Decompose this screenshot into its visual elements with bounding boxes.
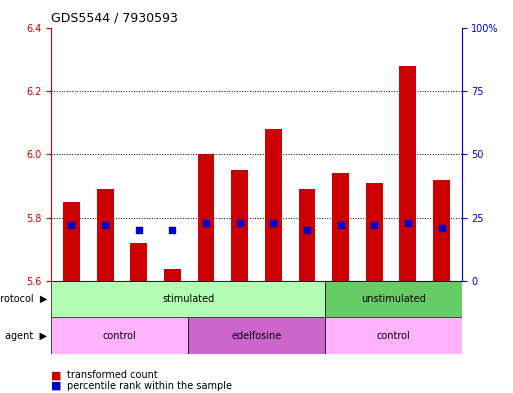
- Bar: [130, 243, 147, 281]
- Point: [101, 222, 109, 229]
- Bar: [332, 173, 349, 281]
- FancyBboxPatch shape: [325, 281, 462, 318]
- Text: control: control: [377, 331, 410, 341]
- Bar: [198, 154, 214, 281]
- Text: GDS5544 / 7930593: GDS5544 / 7930593: [51, 12, 178, 25]
- Point: [303, 227, 311, 233]
- Text: agent  ▶: agent ▶: [5, 331, 47, 341]
- Text: ■: ■: [51, 381, 62, 391]
- Text: transformed count: transformed count: [67, 370, 157, 380]
- Point: [438, 225, 446, 231]
- Point: [67, 222, 75, 229]
- Bar: [63, 202, 80, 281]
- Bar: [366, 183, 383, 281]
- Bar: [400, 66, 416, 281]
- Bar: [299, 189, 315, 281]
- Point: [337, 222, 345, 229]
- Text: control: control: [103, 331, 136, 341]
- Text: ■: ■: [51, 370, 62, 380]
- Point: [404, 220, 412, 226]
- Point: [168, 227, 176, 233]
- FancyBboxPatch shape: [51, 318, 188, 354]
- FancyBboxPatch shape: [51, 281, 325, 318]
- Bar: [433, 180, 450, 281]
- Text: protocol  ▶: protocol ▶: [0, 294, 47, 304]
- Text: stimulated: stimulated: [162, 294, 214, 304]
- FancyBboxPatch shape: [325, 318, 462, 354]
- Point: [134, 227, 143, 233]
- FancyBboxPatch shape: [188, 318, 325, 354]
- Point: [370, 222, 379, 229]
- Bar: [164, 268, 181, 281]
- Text: edelfosine: edelfosine: [231, 331, 282, 341]
- Point: [269, 220, 278, 226]
- Text: unstimulated: unstimulated: [361, 294, 426, 304]
- Point: [202, 220, 210, 226]
- Point: [235, 220, 244, 226]
- Bar: [97, 189, 113, 281]
- Text: percentile rank within the sample: percentile rank within the sample: [67, 381, 232, 391]
- Bar: [231, 170, 248, 281]
- Bar: [265, 129, 282, 281]
